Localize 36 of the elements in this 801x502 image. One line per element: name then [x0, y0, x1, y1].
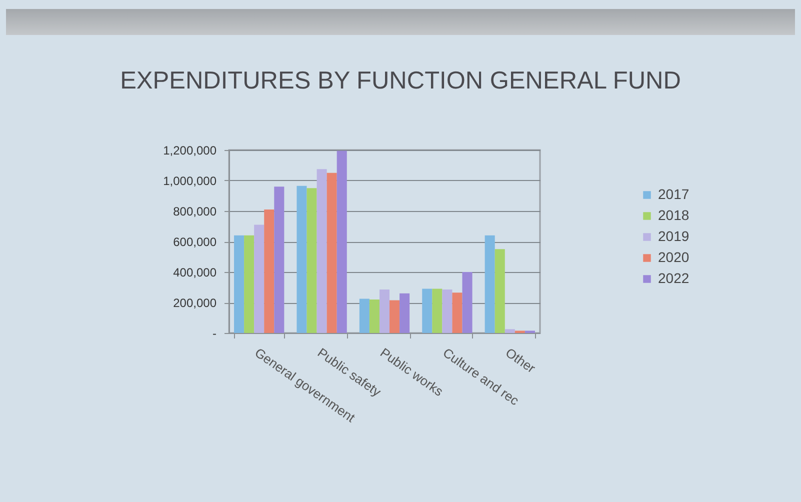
legend-label: 2018 — [658, 207, 690, 223]
y-tick-label: 200,000 — [173, 296, 217, 310]
bar — [432, 288, 442, 333]
bar — [400, 293, 410, 333]
bar — [254, 224, 264, 333]
y-tick-label: - — [212, 326, 216, 340]
legend-label: 2022 — [658, 270, 690, 286]
bar — [390, 300, 400, 333]
y-tick-label: 1,200,000 — [163, 144, 217, 158]
legend-label: 2019 — [658, 228, 690, 244]
bar — [234, 235, 244, 333]
bar — [264, 209, 274, 333]
bar — [462, 272, 472, 333]
bar — [369, 299, 380, 333]
bar — [422, 288, 432, 333]
chart-title: EXPENDITURES BY FUNCTION GENERAL FUND — [120, 68, 681, 94]
bar — [452, 292, 462, 333]
bar — [442, 290, 452, 333]
y-tick-label: 800,000 — [173, 204, 217, 218]
bar — [504, 329, 515, 333]
bar — [316, 169, 327, 333]
bar — [336, 150, 347, 333]
y-tick-label: 1,000,000 — [163, 174, 217, 188]
y-tick-label: 400,000 — [173, 266, 217, 280]
bar — [494, 249, 505, 333]
bar — [484, 235, 495, 333]
legend-label: 2020 — [658, 249, 690, 265]
bar — [244, 235, 254, 333]
bar — [326, 172, 337, 333]
bar — [296, 186, 307, 333]
bar — [379, 290, 390, 333]
bar — [359, 298, 370, 333]
y-tick-label: 600,000 — [173, 235, 217, 249]
legend-label: 2017 — [658, 186, 690, 202]
bar — [306, 188, 317, 333]
bar — [274, 186, 284, 333]
